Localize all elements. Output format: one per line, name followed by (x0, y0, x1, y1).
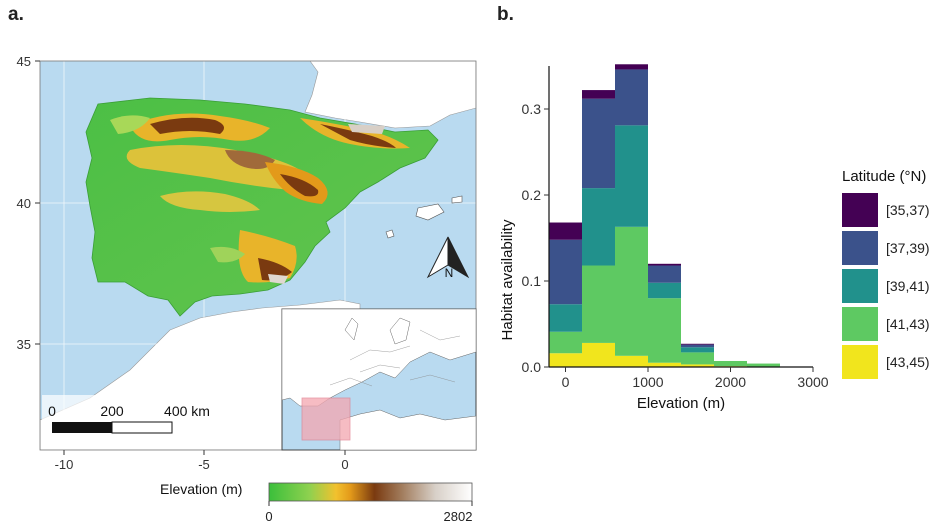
legend-swatch (842, 231, 878, 265)
bar-segment (648, 265, 681, 283)
legend-title: Latitude (°N) (842, 168, 926, 185)
bar-segment (582, 342, 615, 367)
map-y-tick-label: 40 (17, 196, 31, 211)
panel-label-b: b. (497, 4, 514, 25)
bar-segment (681, 352, 714, 365)
map-x-tick-label: -10 (55, 457, 74, 472)
bar-segment (681, 347, 714, 353)
bar-segment (549, 331, 582, 354)
y-axis-label: Habitat availability (499, 219, 516, 340)
bar-segment (648, 282, 681, 299)
elevation-legend-max: 2802 (444, 509, 473, 524)
ibiza (385, 229, 395, 239)
histogram-x-ticks: 0 1000 2000 3000 (562, 367, 829, 390)
bar-segment (549, 353, 582, 367)
bar-segment (681, 364, 714, 367)
bar-segment (615, 355, 648, 367)
histogram-bars (549, 64, 780, 367)
bar-segment (582, 188, 615, 266)
mountain-ranges (110, 113, 410, 284)
scalebar-label: 200 (100, 403, 124, 419)
legend-entry-label: [43,45) (886, 354, 930, 370)
mallorca (415, 203, 445, 221)
bar-segment (648, 263, 681, 266)
histogram-y-ticks: 0.0 0.1 0.2 0.3 (522, 101, 549, 375)
bar-segment (549, 239, 582, 305)
map-y-tick-label: 35 (17, 337, 31, 352)
bar-segment (615, 64, 648, 70)
y-tick-label: 0.0 (522, 359, 542, 375)
bar-segment (615, 226, 648, 356)
bar-segment (549, 304, 582, 332)
legend-entry-label: [35,37) (886, 202, 930, 218)
map-frame (39, 60, 477, 451)
map-y-axis: 45 40 35 (17, 54, 40, 352)
bar-segment (648, 362, 681, 367)
bar-segment (681, 344, 714, 348)
legend-swatch (842, 345, 878, 379)
x-tick-label: 1000 (632, 374, 663, 390)
x-tick-label: 0 (562, 374, 570, 390)
bar-segment (615, 125, 648, 227)
x-tick-label: 3000 (797, 374, 828, 390)
elevation-colorbar (268, 482, 473, 502)
bar-segment (648, 298, 681, 363)
map-x-tick-label: -5 (198, 457, 210, 472)
y-tick-label: 0.3 (522, 101, 542, 117)
bar-segment (582, 98, 615, 189)
histogram-axes (548, 66, 813, 368)
bar-segment (582, 265, 615, 343)
legend-swatch (842, 269, 878, 303)
north-label: N (445, 266, 454, 280)
map-y-tick-label: 45 (17, 54, 31, 69)
bar-segment (747, 363, 780, 367)
legend-entry-label: [37,39) (886, 240, 930, 256)
y-tick-label: 0.1 (522, 273, 542, 289)
europe-inset-map (281, 308, 477, 451)
panel-label-a: a. (8, 4, 24, 25)
bar-segment (714, 360, 747, 367)
y-tick-label: 0.2 (522, 187, 542, 203)
x-axis-label: Elevation (m) (637, 395, 725, 412)
bar-segment (582, 90, 615, 99)
france-land (40, 61, 476, 129)
scalebar: 0 200 400 km (42, 395, 210, 445)
bar-segment (681, 343, 714, 345)
map-x-tick-label: 0 (341, 457, 348, 472)
legend-swatch (842, 307, 878, 341)
legend-entry-label: [39,41) (886, 278, 930, 294)
menorca (451, 195, 463, 204)
bar-segment (549, 222, 582, 240)
elevation-legend-min: 0 (265, 509, 272, 524)
scalebar-label: 400 km (164, 403, 210, 419)
latitude-legend: Latitude (°N) [35,37) [37,39) [39,41) [41,4… (842, 168, 930, 379)
legend-swatch (842, 193, 878, 227)
x-tick-label: 2000 (715, 374, 746, 390)
bar-segment (615, 69, 648, 126)
scalebar-label: 0 (48, 403, 56, 419)
legend-entry-label: [41,43) (886, 316, 930, 332)
inset-study-area-box (301, 397, 351, 441)
elevation-legend-title: Elevation (m) (160, 481, 242, 497)
elevation-legend: Elevation (m) 0 2802 (160, 481, 473, 524)
map-x-axis: -10 -5 0 (55, 450, 349, 472)
north-arrow-icon: N (426, 236, 470, 280)
